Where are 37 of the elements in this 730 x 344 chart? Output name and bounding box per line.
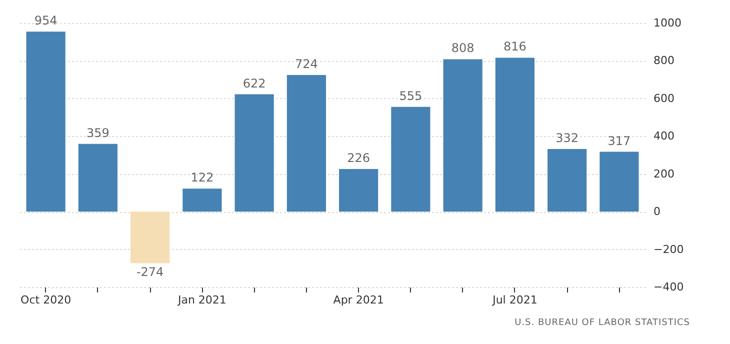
- data-label: 816: [503, 40, 526, 54]
- y-tick-label: −200: [654, 242, 684, 256]
- bar: [130, 212, 170, 264]
- y-tick-label: 600: [654, 92, 674, 105]
- bar: [600, 152, 639, 212]
- x-tick-label: Jul 2021: [492, 294, 538, 306]
- bar: [391, 106, 430, 212]
- bar: [286, 75, 326, 212]
- text: U.S. BUREAU OF LABOR STATISTICS: [514, 318, 690, 328]
- data-label: 359: [86, 126, 110, 140]
- bar: [548, 148, 587, 212]
- y-tick-label: 1000: [654, 16, 682, 30]
- x-tick-label: Jan 2021: [176, 294, 226, 306]
- data-label: 808: [451, 41, 474, 56]
- y-tick-label: −400: [654, 280, 684, 294]
- bar: [495, 58, 534, 212]
- bar: [443, 59, 482, 212]
- data-label: 555: [399, 88, 422, 103]
- bar: [26, 32, 66, 212]
- data-label: 122: [190, 170, 214, 185]
- y-tick-label: 200: [654, 167, 674, 180]
- data-label: 724: [294, 57, 318, 72]
- bar: [182, 188, 222, 212]
- y-tick-label: 800: [654, 54, 674, 68]
- data-label: 226: [347, 150, 370, 165]
- bar: [78, 144, 118, 212]
- x-tick-label: Oct 2020: [20, 294, 72, 306]
- bar: [339, 168, 378, 212]
- bar: [234, 94, 274, 212]
- data-label: 332: [556, 130, 579, 145]
- data-label: 317: [608, 134, 631, 148]
- data-label: 622: [242, 76, 266, 90]
- y-tick-label: 0: [654, 205, 660, 218]
- x-tick-label: Apr 2021: [333, 294, 384, 306]
- data-label: -274: [136, 265, 164, 280]
- y-tick-label: 400: [654, 130, 674, 143]
- data-label: 954: [34, 14, 58, 28]
